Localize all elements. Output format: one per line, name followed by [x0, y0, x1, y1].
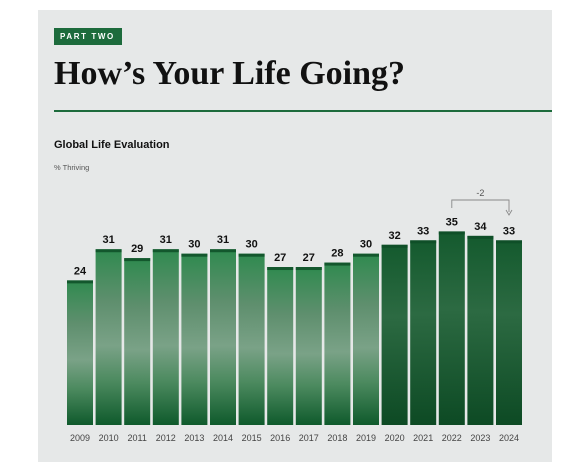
bar-top-edge-2010	[95, 249, 122, 253]
x-tick-2021: 2021	[413, 433, 433, 443]
value-label-2021: 33	[417, 225, 429, 237]
bar-2014	[210, 249, 236, 425]
bar-2018	[324, 262, 351, 425]
x-tick-2011: 2011	[128, 433, 147, 443]
x-tick-2010: 2010	[99, 433, 119, 443]
value-label-2023: 34	[474, 221, 487, 233]
change-bracket	[451, 199, 510, 212]
chart-unit-label: % Thriving	[54, 163, 90, 172]
bar-2016	[267, 267, 294, 425]
x-tick-2013: 2013	[184, 433, 204, 443]
value-label-2018: 28	[331, 248, 343, 260]
x-tick-2018: 2018	[327, 433, 347, 443]
bar-2022	[438, 231, 465, 425]
bar-2013	[181, 253, 208, 425]
bar-2010	[95, 249, 122, 425]
section-badge: PART TWO	[54, 28, 122, 45]
x-tick-2023: 2023	[470, 433, 490, 443]
bar-top-edge-2012	[152, 249, 179, 253]
change-arrow-icon	[505, 209, 513, 216]
value-label-2020: 32	[388, 230, 400, 242]
bars-layer	[67, 231, 522, 425]
bar-top-edge-2016	[267, 267, 294, 271]
bar-top-edge-2015	[238, 253, 265, 257]
value-label-2012: 31	[160, 234, 172, 246]
x-tick-2022: 2022	[442, 433, 462, 443]
bar-2012	[152, 249, 179, 425]
bar-top-edge-2023	[467, 235, 494, 239]
x-tick-2016: 2016	[270, 433, 290, 443]
value-label-2010: 31	[102, 234, 114, 246]
bar-2017	[295, 267, 322, 425]
value-labels-layer: 24 31 29 31 30 31 30 27 27 28 30 32 33 35 34 33	[74, 216, 515, 277]
x-tick-2012: 2012	[156, 433, 176, 443]
bar-top-edge-2014	[210, 249, 236, 253]
value-label-2014: 31	[217, 234, 229, 246]
page-title: How’s Your Life Going?	[54, 55, 406, 92]
value-label-2011: 29	[131, 243, 143, 255]
bar-2015	[238, 253, 265, 425]
x-tick-2020: 2020	[385, 433, 405, 443]
bar-top-edge-2022	[438, 231, 465, 235]
value-label-2024: 33	[503, 225, 515, 237]
bar-chart: 24 31 29 31 30 31 30 27 27 28 30 32 33 35 34 33 2009 201…	[67, 188, 522, 443]
value-label-2019: 30	[360, 239, 372, 251]
bar-top-edge-2011	[124, 258, 151, 262]
bar-top-edge-2017	[295, 267, 322, 271]
x-tick-2014: 2014	[213, 433, 233, 443]
value-label-2013: 30	[188, 239, 200, 251]
bar-top-edge-2013	[181, 253, 208, 257]
bar-top-edge-2024	[496, 240, 522, 244]
bar-2023	[467, 235, 494, 425]
title-divider	[54, 110, 552, 112]
value-label-2015: 30	[245, 239, 257, 251]
bar-top-edge-2021	[410, 240, 437, 244]
bar-2011	[124, 258, 151, 425]
value-label-2017: 27	[303, 252, 315, 264]
bar-2020	[381, 244, 408, 425]
x-tick-2017: 2017	[299, 433, 319, 443]
bar-2021	[410, 240, 437, 425]
bar-2009	[67, 280, 93, 425]
bar-top-edge-2019	[353, 253, 379, 257]
change-annotation: -2	[451, 188, 513, 216]
x-tick-labels-layer: 2009 2010 2011 2012 2013 2014 2015 2016 2017 2018…	[70, 433, 519, 443]
change-label: -2	[476, 188, 484, 198]
chart-title: Global Life Evaluation	[54, 139, 170, 151]
report-panel: PART TWO How’s Your Life Going? Global L…	[38, 10, 552, 462]
x-tick-2019: 2019	[356, 433, 376, 443]
bar-top-edge-2020	[381, 244, 408, 248]
bar-top-edge-2009	[67, 280, 93, 284]
x-tick-2024: 2024	[499, 433, 519, 443]
bar-top-edge-2018	[324, 262, 351, 266]
bar-2024	[496, 240, 522, 425]
bar-2019	[353, 253, 379, 425]
value-label-2022: 35	[446, 216, 458, 228]
x-tick-2009: 2009	[70, 433, 90, 443]
value-label-2016: 27	[274, 252, 286, 264]
x-tick-2015: 2015	[242, 433, 262, 443]
value-label-2009: 24	[74, 265, 87, 277]
